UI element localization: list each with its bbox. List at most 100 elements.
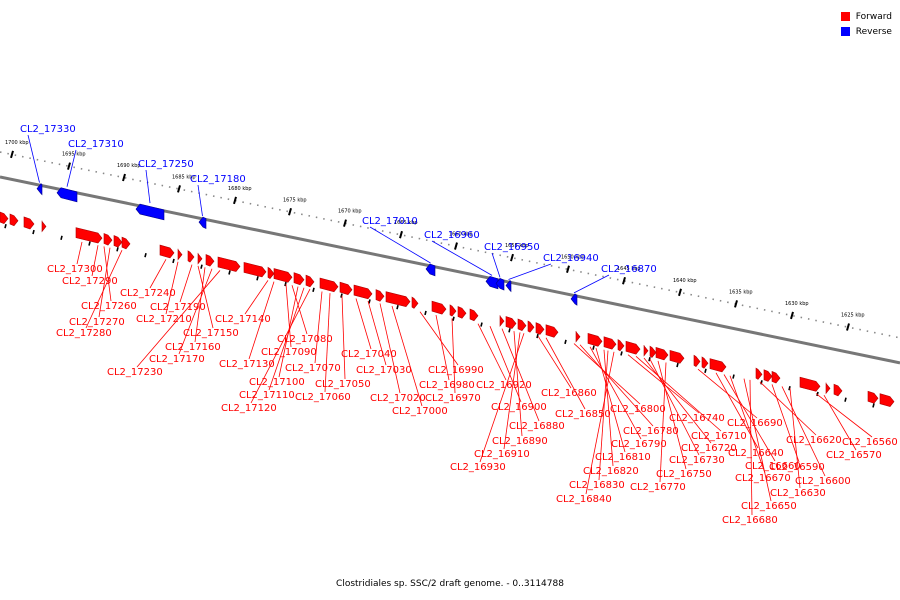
reverse-gene (36, 183, 43, 196)
track-tick (536, 333, 539, 339)
forward-gene-label: CL2_17230 (107, 367, 163, 378)
forward-leader (749, 379, 753, 516)
forward-leader (194, 267, 206, 343)
forward-gene (217, 256, 241, 272)
reverse-gene-label: CL2_17310 (68, 139, 124, 150)
forward-gene-label: CL2_16980 (419, 380, 475, 391)
forward-leader (627, 354, 700, 414)
forward-gene-label: CL2_17080 (277, 334, 333, 345)
forward-leader (743, 378, 772, 502)
reverse-leader (66, 149, 77, 187)
forward-leader (149, 259, 167, 289)
track-tick (564, 339, 567, 345)
forward-gene (385, 291, 411, 308)
forward-gene-label: CL2_17290 (62, 276, 118, 287)
forward-leader (98, 247, 111, 318)
forward-leader (729, 375, 766, 474)
track-tick (592, 345, 595, 350)
forward-leader (598, 350, 609, 481)
forward-gene-label: CL2_16860 (541, 388, 597, 399)
forward-leader (789, 388, 801, 489)
forward-gene (763, 369, 773, 382)
forward-gene (655, 347, 669, 361)
forward-gene (617, 339, 625, 352)
forward-leader (451, 318, 456, 394)
forward-leader (723, 374, 776, 462)
forward-gene (23, 216, 35, 230)
forward-gene (517, 318, 527, 331)
track-tick (648, 357, 651, 362)
forward-gene-label: CL2_16970 (425, 393, 481, 404)
forward-gene (833, 383, 843, 397)
reverse-gene-label: CL2_17010 (362, 216, 418, 227)
forward-leader (479, 333, 525, 463)
forward-gene (575, 330, 581, 343)
reverse-gene-label: CL2_17180 (190, 174, 246, 185)
scale-tick-label: 1685 kbp (172, 174, 196, 180)
forward-gene (669, 349, 685, 364)
scale-tick (510, 253, 514, 262)
forward-leader (477, 323, 507, 381)
forward-leader (278, 286, 299, 378)
track-tick (284, 281, 287, 287)
track-tick (396, 304, 399, 310)
forward-gene (709, 358, 727, 373)
reverse-leader (431, 240, 493, 276)
forward-gene-label: CL2_17300 (47, 264, 103, 275)
forward-gene (701, 356, 709, 369)
reverse-gene (425, 263, 436, 277)
forward-gene (75, 227, 103, 244)
forward-gene-label: CL2_16750 (656, 469, 712, 480)
forward-leader (781, 386, 826, 477)
track-tick (788, 385, 791, 391)
forward-gene-label: CL2_17280 (56, 328, 112, 339)
forward-leader (649, 359, 700, 456)
forward-gene-label: CL2_17210 (136, 314, 192, 325)
reverse-gene-label: CL2_16950 (484, 242, 540, 253)
track-tick (368, 299, 371, 304)
legend-reverse-label: Reverse (855, 26, 892, 37)
track-tick (88, 241, 91, 246)
track-tick (228, 270, 231, 275)
forward-gene (339, 281, 353, 296)
forward-gene-label: CL2_16660 (745, 461, 801, 472)
reverse-leader (27, 134, 40, 183)
track-tick (4, 224, 7, 229)
scale-tick (846, 323, 850, 331)
track-tick (452, 316, 455, 321)
forward-gene-label: CL2_17050 (315, 379, 371, 390)
reverse-gene-label: CL2_17250 (138, 159, 194, 170)
forward-leader (585, 351, 615, 495)
forward-gene-label: CL2_17040 (341, 349, 397, 360)
scale-tick-label: 1670 kbp (338, 209, 362, 215)
scale-tick-label: 1630 kbp (785, 301, 809, 307)
forward-gene (825, 382, 831, 395)
track-tick (704, 368, 707, 373)
forward-leader (823, 394, 857, 451)
scale-tick (10, 150, 14, 159)
forward-gene (643, 344, 649, 357)
forward-gene (879, 393, 895, 407)
forward-gene-label: CL2_16780 (623, 426, 679, 437)
forward-gene (187, 250, 195, 263)
forward-gene-label: CL2_16930 (450, 462, 506, 473)
forward-leader (103, 246, 112, 302)
forward-gene-label: CL2_17110 (239, 390, 295, 401)
forward-gene-label: CL2_16650 (741, 501, 797, 512)
track-tick (816, 391, 819, 397)
forward-swatch (840, 12, 850, 21)
forward-gene (41, 220, 47, 233)
forward-gene-label: CL2_16570 (826, 450, 882, 461)
scale-tick-label: 1680 kbp (228, 186, 252, 192)
forward-leader (659, 362, 667, 483)
forward-gene-label: CL2_16680 (722, 515, 778, 526)
reverse-gene-label: CL2_17330 (20, 124, 76, 135)
forward-gene-label: CL2_16850 (555, 409, 611, 420)
scale-tick-label: 1625 kbp (841, 312, 865, 318)
scale-tick (790, 311, 794, 320)
forward-gene-label: CL2_16620 (786, 435, 842, 446)
forward-gene-label: CL2_17160 (165, 342, 221, 353)
reverse-leader (369, 226, 431, 264)
forward-gene-label: CL2_16600 (795, 476, 851, 487)
forward-gene (603, 336, 617, 350)
